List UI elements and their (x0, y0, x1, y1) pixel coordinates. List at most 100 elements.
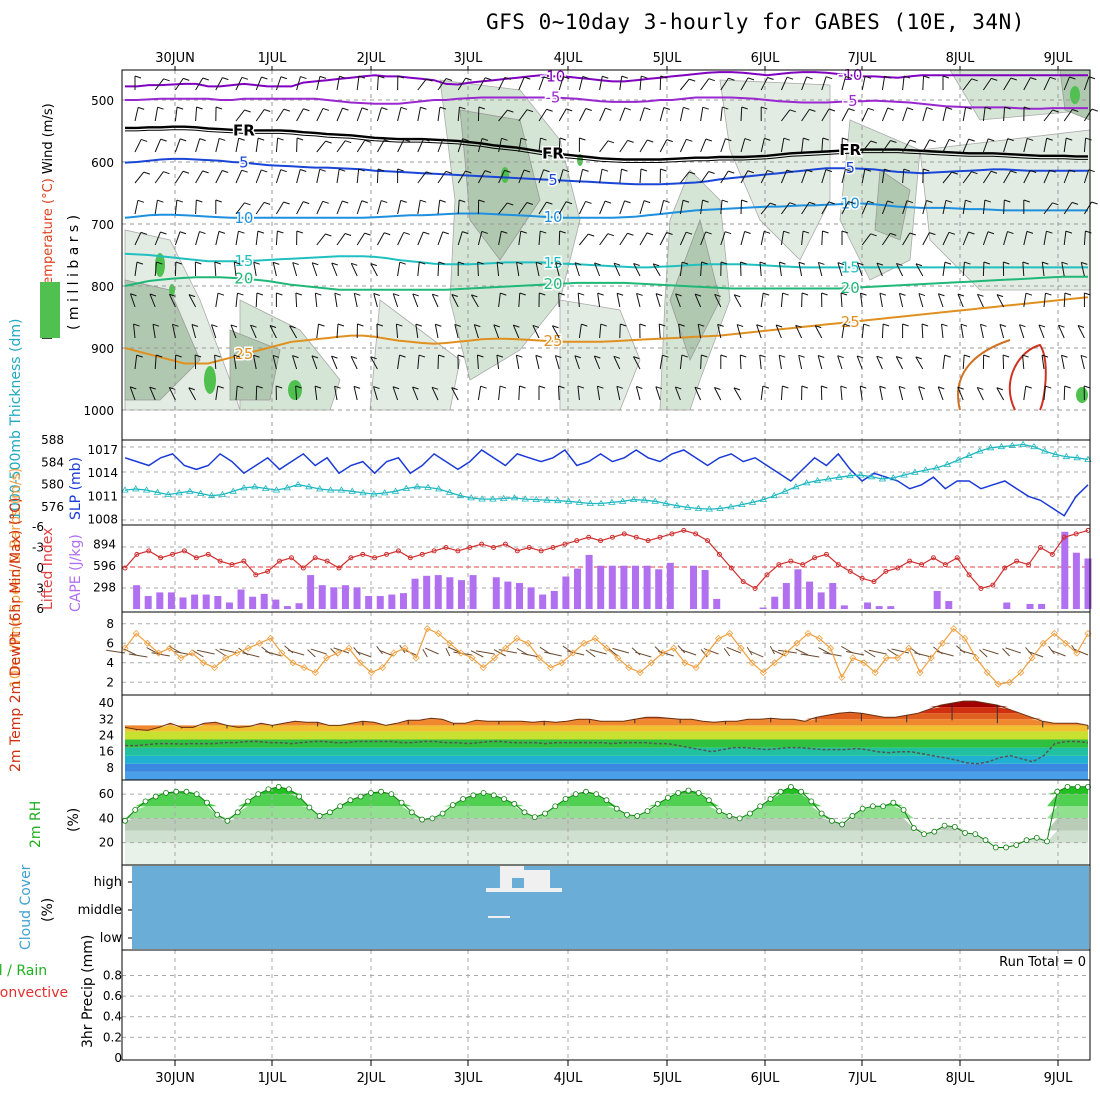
wind-barb-flag (130, 386, 137, 390)
wind-barb (437, 107, 441, 122)
wind-barb (269, 325, 277, 339)
wind-barb-flag (841, 230, 849, 234)
cape-bar (376, 596, 384, 609)
thickness-marker (413, 483, 421, 490)
thickness-marker (1040, 447, 1049, 454)
wind-barb-flag (1061, 261, 1068, 265)
wind-barb-flag (261, 169, 268, 173)
wind-barb (942, 107, 947, 122)
isotherm-line (125, 71, 1088, 88)
wind-barb-flag (999, 324, 1007, 327)
wind-barb-flag (399, 261, 406, 265)
wind-barb (477, 138, 483, 153)
top-date-label: 3JUL (454, 51, 484, 66)
wind-barb-flag (987, 231, 995, 235)
lifted-index-marker (300, 565, 306, 571)
wind-barb-flag (1052, 202, 1059, 206)
wind-barb (215, 648, 227, 657)
wind-barb-flag (968, 138, 975, 142)
lifted-index-marker (479, 541, 485, 547)
wind-barb (397, 355, 401, 370)
wind-barb (639, 139, 648, 153)
rh-marker (1003, 844, 1009, 851)
wind-barb-flag (311, 355, 319, 359)
wind-speed-marker (121, 644, 129, 652)
wind-barb (516, 262, 520, 277)
wind-barb-flag (563, 76, 570, 80)
lifted-index-marker (609, 534, 615, 540)
top-date-label: 5JUL (653, 51, 683, 66)
rh-marker (501, 796, 507, 802)
wind-barb (578, 324, 582, 339)
wind-barb (353, 293, 358, 308)
thickness-marker (207, 491, 216, 499)
wind-speed-marker (804, 629, 812, 638)
thickness-marker (521, 495, 530, 502)
wind-speed-marker (580, 639, 588, 647)
lifted-index-marker (395, 548, 401, 554)
wind-barb (740, 170, 749, 184)
wind-barb (214, 261, 217, 277)
thickness-marker (1019, 440, 1027, 447)
wind-speed-marker (278, 649, 286, 657)
wind-barb (654, 646, 663, 655)
thickness-marker (251, 483, 259, 490)
rh-marker (552, 803, 559, 810)
wind-barb-flag (1042, 261, 1049, 265)
wind-barb-flag (221, 170, 229, 174)
wind-barb-flag (1022, 261, 1029, 265)
rh-marker (972, 831, 979, 838)
wind-barb (558, 108, 567, 122)
wind-barb-flag (358, 168, 365, 172)
wind-speed-marker (546, 664, 555, 672)
wind-barb (1058, 325, 1065, 339)
wind-barb (498, 649, 518, 654)
wind-barb-flag (474, 324, 481, 328)
wind-barb-flag (663, 107, 670, 110)
wind-barb (887, 648, 898, 657)
cape-bar (945, 601, 953, 609)
wind-barb-flag (214, 261, 221, 265)
wind-barb (1003, 170, 1012, 184)
wind-speed-marker (222, 654, 230, 662)
thickness-marker (489, 495, 497, 502)
wind-barb-flag (451, 294, 459, 298)
wind-barb (700, 354, 702, 370)
thickness-marker (1008, 441, 1017, 449)
cape-bar (1026, 603, 1034, 609)
wind-barb-flag (244, 109, 251, 113)
wind-barb (619, 76, 623, 91)
cloud-cover-background (132, 866, 1089, 949)
wind-barb (188, 294, 197, 308)
cape-bar (782, 583, 790, 609)
wind-barb (962, 231, 969, 246)
wind-barb (633, 263, 641, 277)
pressure-tick-label: 900 (91, 342, 114, 356)
top-date-label: 1JUL (258, 51, 288, 66)
wind-barb (558, 76, 564, 91)
wind-barb-flag (481, 138, 489, 141)
wind-barb (316, 233, 326, 246)
wind-barb-flag (322, 200, 329, 204)
pressure-tick-label: 700 (91, 218, 114, 232)
isotherm-label: 5 (239, 154, 249, 172)
wind-barb (616, 293, 621, 308)
rh-marker (337, 803, 344, 810)
wind-barb-flag (921, 323, 929, 327)
wind-barb-flag (1010, 77, 1017, 81)
cape-bar (527, 587, 535, 609)
wind-barb (659, 200, 665, 215)
wind-barb-flag (759, 261, 767, 265)
rh-marker (378, 788, 385, 795)
cape-bar (817, 592, 825, 609)
wind-speed-marker (323, 654, 331, 662)
wind-barb-flag (485, 77, 492, 81)
thickness-marker (510, 494, 519, 501)
rh-marker (1074, 783, 1081, 790)
wind-barb-flag (789, 202, 796, 206)
wind-barb-flag (786, 76, 794, 80)
wind-barb-flag (539, 292, 546, 296)
wind-barb-flag (621, 168, 628, 172)
wind-barb (841, 169, 846, 184)
rh-marker (839, 821, 846, 828)
